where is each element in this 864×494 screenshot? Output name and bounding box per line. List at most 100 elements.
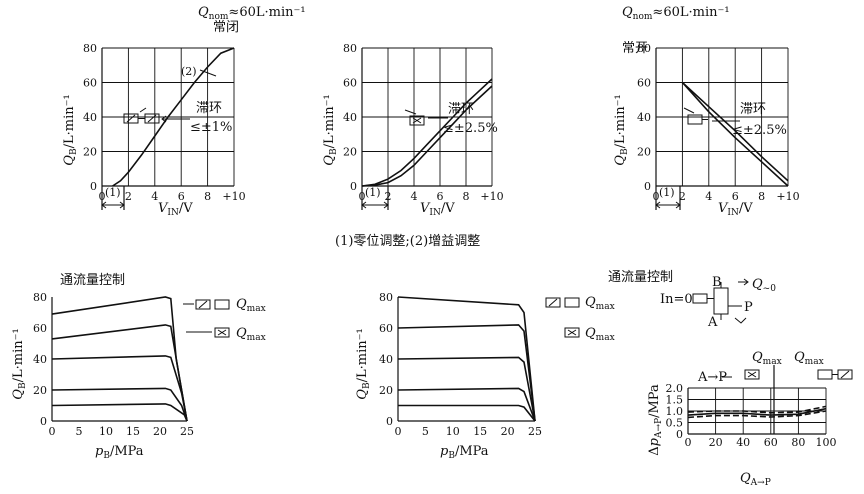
y-tick-label: 80 bbox=[379, 291, 393, 304]
x-tick-label: 15 bbox=[473, 425, 487, 438]
qmax-label-5: Qmax bbox=[752, 350, 782, 367]
port-a-label: A bbox=[707, 315, 718, 330]
q-zero-label: Q~0 bbox=[752, 277, 776, 294]
qmax-label-1: Qmax bbox=[236, 297, 266, 314]
port-b-label: B bbox=[712, 275, 722, 290]
y-tick-label: 40 bbox=[83, 111, 97, 124]
qnom-right-header: Qnom≈60L·min⁻¹ bbox=[622, 5, 730, 22]
x-tick-label: 5 bbox=[76, 425, 83, 438]
y-tick-label: 40 bbox=[379, 353, 393, 366]
x-tick-label: 8 bbox=[204, 190, 211, 203]
y-axis-label-group: QB/L·min⁻¹ bbox=[322, 94, 339, 165]
y-axis-label-group: ΔpA→P/MPa bbox=[647, 384, 664, 456]
caption: (1)零位调整;(2)增益调整 bbox=[335, 234, 480, 249]
zero-arrow-left bbox=[655, 201, 661, 209]
series-line-3 bbox=[51, 355, 188, 422]
hyst-value-3: ≤±2.5% bbox=[732, 123, 787, 138]
x-tick-label: 10 bbox=[446, 425, 460, 438]
x-tick-label: 4 bbox=[151, 190, 158, 203]
y-tick-label: 40 bbox=[637, 111, 651, 124]
x-tick-label: 4 bbox=[411, 190, 418, 203]
x-axis-label: pB/MPa bbox=[440, 444, 489, 461]
x-tick-label: 5 bbox=[422, 425, 429, 438]
y-tick-label: 0.5 bbox=[666, 417, 684, 430]
valve-schematic bbox=[692, 278, 749, 324]
x-tick-label: 0 bbox=[395, 425, 402, 438]
x-tick-label: 10 bbox=[99, 425, 113, 438]
series-line-1 bbox=[681, 81, 789, 182]
y-axis-label: QB/L·min⁻¹ bbox=[355, 328, 372, 399]
gain-mark: (2) bbox=[181, 65, 197, 78]
x-tick-label: 2 bbox=[679, 190, 686, 203]
y-tick-label: 80 bbox=[83, 42, 97, 55]
flow-control-left: 通流量控制 bbox=[60, 273, 125, 288]
series-line-3 bbox=[687, 410, 827, 419]
x-tick-label: 80 bbox=[791, 436, 805, 449]
y-tick-label: 20 bbox=[637, 146, 651, 159]
normally-closed-label: 常闭 bbox=[213, 20, 239, 35]
y-tick-label: 40 bbox=[33, 353, 47, 366]
x-tick-label: 8 bbox=[758, 190, 765, 203]
y-tick-label: 60 bbox=[83, 77, 97, 90]
x-tick-label: 40 bbox=[736, 436, 750, 449]
series-line-1 bbox=[397, 296, 536, 422]
y-tick-label: 80 bbox=[343, 42, 357, 55]
zero-arrow-right bbox=[675, 201, 681, 209]
x-tick-label: 6 bbox=[178, 190, 185, 203]
x-tick-label: 20 bbox=[501, 425, 515, 438]
valve-symbol-9 bbox=[817, 369, 853, 380]
y-tick-label: 60 bbox=[637, 77, 651, 90]
y-tick-label: 60 bbox=[343, 77, 357, 90]
x-tick-label: 6 bbox=[732, 190, 739, 203]
y-tick-label: 0 bbox=[40, 415, 47, 428]
series-line-2 bbox=[681, 81, 789, 187]
valve-symbol-4 bbox=[195, 299, 230, 310]
valve-symbol-6 bbox=[545, 297, 580, 308]
series-line-2 bbox=[397, 324, 536, 422]
y-axis-label: ΔpA→P/MPa bbox=[647, 384, 664, 456]
x-tick-label: 25 bbox=[180, 425, 194, 438]
series-line-5 bbox=[398, 404, 536, 422]
y-axis-label-group: QB/L·min⁻¹ bbox=[11, 328, 28, 399]
zero-arrow-left bbox=[101, 201, 107, 209]
chart-pressure-right: 0 5 10 15 20 25 0 20 40 60 80 pB/MPa QB/L·min⁻¹ bbox=[355, 291, 542, 461]
qmax-label-4: Qmax bbox=[585, 326, 615, 343]
x-tick-label: 20 bbox=[153, 425, 167, 438]
y-tick-label: 20 bbox=[343, 146, 357, 159]
y-tick-label: 1.0 bbox=[666, 405, 684, 418]
x-tick-label: 100 bbox=[816, 436, 837, 449]
y-axis-label-group: QB/L·min⁻¹ bbox=[613, 94, 630, 165]
y-tick-label: 60 bbox=[379, 322, 393, 335]
y-axis-label: QB/L·min⁻¹ bbox=[613, 94, 630, 165]
valve-symbol-2 bbox=[404, 109, 425, 126]
y-axis-label: QB/L·min⁻¹ bbox=[11, 328, 28, 399]
hyst-label-3: 滞环 bbox=[740, 102, 766, 117]
flow-control-right: 通流量控制 bbox=[608, 270, 673, 285]
series-line-1 bbox=[687, 405, 827, 414]
x-tick-label: 4 bbox=[705, 190, 712, 203]
y-tick-label: 0 bbox=[90, 180, 97, 193]
y-axis-label-group: QB/L·min⁻¹ bbox=[355, 328, 372, 399]
series-line-4 bbox=[51, 387, 188, 422]
qmax-label-3: Qmax bbox=[585, 295, 615, 312]
y-tick-label: 80 bbox=[637, 42, 651, 55]
y-tick-label: 0 bbox=[644, 180, 651, 193]
zero-arrow-right bbox=[383, 201, 389, 209]
x-tick-label: 6 bbox=[437, 190, 444, 203]
zero-adjust-mark: (1) bbox=[659, 186, 675, 199]
y-axis-label: QB/L·min⁻¹ bbox=[62, 94, 79, 165]
x-tick-label: 60 bbox=[764, 436, 778, 449]
chart-pressure-left: 0 5 10 15 20 25 0 20 40 60 80 pB/MPa QB/L·min⁻¹ bbox=[11, 291, 194, 461]
qmax-label-6: Qmax bbox=[794, 350, 824, 367]
x-tick-label: +10 bbox=[222, 190, 245, 203]
y-tick-label: 1.5 bbox=[666, 394, 684, 407]
port-p-label: P bbox=[744, 300, 753, 315]
x-tick-label: 20 bbox=[709, 436, 723, 449]
y-tick-label: 80 bbox=[33, 291, 47, 304]
y-tick-label: 20 bbox=[33, 384, 47, 397]
series-line-2 bbox=[51, 324, 188, 422]
hyst-value-2: ≤±2.5% bbox=[443, 121, 498, 136]
